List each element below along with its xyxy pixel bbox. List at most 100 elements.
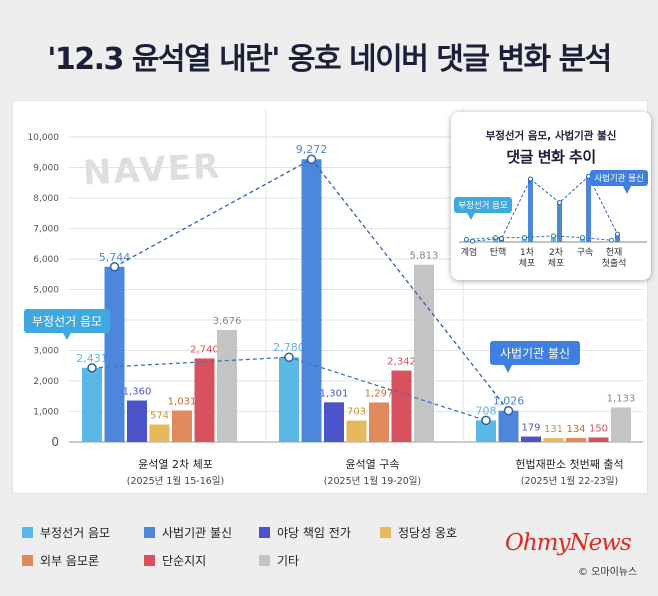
bar-label-1-1: 9,272: [296, 143, 328, 156]
inset-title-line1: 부정선거 음모, 사법기관 불신: [485, 130, 617, 142]
bar-0-0: [82, 367, 102, 442]
legend-label: 기타: [277, 554, 300, 568]
legend-swatch: [22, 555, 33, 566]
inset-bar-b-3: [557, 202, 562, 242]
legend-item-2: 야당 책임 전가: [259, 524, 351, 541]
inset-category-2-0: 1차: [520, 246, 535, 258]
bar-label-5-2: 150: [589, 423, 608, 434]
inset-category-4-0: 구속: [577, 247, 594, 258]
bar-label-4-2: 134: [566, 424, 585, 435]
trend-marker-0-1: [284, 352, 294, 362]
page-title: '12.3 윤석열 내란' 옹호 네이버 댓글 변화 분석: [47, 42, 612, 77]
legend-swatch: [380, 527, 391, 538]
bar-2-0: [127, 400, 147, 442]
legend-item-3: 정당성 옹호: [380, 524, 457, 541]
trend-marker-0-0: [87, 363, 97, 373]
trend-marker-1-0: [109, 262, 120, 272]
legend-item-1: 사법기관 불신: [144, 524, 232, 541]
bar-label-0-0: 2,431: [76, 352, 108, 365]
inset-category-5-0: 헌재: [606, 247, 623, 258]
inset-trend-0: [466, 235, 612, 241]
legend-label: 정당성 옹호: [398, 526, 458, 540]
inset-category-3-0: 2차: [549, 246, 564, 258]
bar-4-0: [172, 410, 192, 442]
legend-swatch: [144, 555, 155, 566]
bar-label-0-1: 2,780: [273, 341, 305, 354]
inset-marker-1-5: [615, 231, 620, 237]
bar-5-0: [194, 358, 215, 442]
bar-5-2: [588, 437, 609, 442]
bar-label-6-2: 1,133: [607, 393, 636, 404]
inset-marker-1-2: [528, 176, 533, 182]
bar-chart: NAVER01,0002,0003,0004,0005,0006,0007,00…: [24, 109, 643, 487]
bar-label-2-0: 1,360: [123, 387, 152, 398]
group-label-0: 윤석열 2차 체포: [138, 458, 213, 471]
bar-2-2: [521, 436, 541, 442]
legend-swatch: [144, 527, 155, 538]
bar-label-2-1: 1,301: [320, 388, 349, 399]
y-tick-label: 3,000: [33, 347, 59, 357]
bar-label-6-1: 5,813: [410, 251, 439, 262]
bar-label-3-0: 574: [150, 410, 169, 421]
bar-4-1: [369, 402, 389, 442]
legend-label: 야당 책임 전가: [277, 526, 351, 540]
inset-callout-b-text: 사법기관 불신: [594, 173, 644, 184]
bar-5-1: [391, 370, 412, 442]
inset-title-line2: 댓글 변화 추이: [506, 148, 596, 166]
inset-bar-a-3: [551, 235, 556, 242]
y-tick-label: 9,000: [33, 164, 59, 174]
bar-label-2-2: 179: [521, 423, 540, 434]
legend-swatch: [22, 527, 33, 538]
inset-marker-1-3: [557, 200, 562, 206]
legend-label: 단순지지: [162, 554, 207, 568]
inset-callout-a-text: 부정선거 음모: [458, 200, 508, 211]
inset-marker-0-4: [580, 235, 585, 241]
bar-6-1: [414, 264, 434, 442]
legend-item-4: 외부 음모론: [22, 552, 99, 569]
bar-label-1-2: 1,026: [493, 395, 525, 408]
inset-marker-1-4: [586, 173, 591, 179]
inset-category-5-1: 첫출석: [602, 258, 627, 269]
bar-label-3-2: 131: [544, 424, 563, 435]
bar-label-0-2: 708: [476, 404, 497, 417]
bar-3-1: [346, 420, 367, 442]
y-tick-label: 10,000: [28, 133, 60, 143]
trend-marker-1-1: [306, 154, 317, 164]
inset-marker-1-1: [499, 236, 504, 241]
inset-category-0-0: 계엄: [461, 246, 478, 258]
legend-label: 사법기관 불신: [162, 526, 233, 540]
y-tick-label: 2,000: [33, 377, 59, 387]
bar-label-3-1: 703: [347, 407, 366, 418]
bar-label-5-0: 2,740: [190, 344, 219, 355]
callout-judiciary-distrust-text: 사법기관 불신: [500, 346, 570, 360]
naver-watermark: NAVER: [82, 146, 222, 193]
y-tick-label: 7,000: [33, 225, 59, 235]
inset-marker-0-2: [522, 235, 527, 241]
legend-label: 부정선거 음모: [40, 526, 111, 540]
bar-3-0: [149, 424, 170, 442]
inset-marker-0-0: [464, 236, 469, 242]
bar-6-0: [217, 329, 237, 442]
legend-item-0: 부정선거 음모: [22, 524, 110, 541]
inset-marker-0-1: [493, 235, 498, 241]
inset-bar-b-4: [586, 176, 591, 242]
bar-label-4-0: 1,031: [168, 397, 197, 408]
group-sublabel-1: (2025년 1월 19-20일): [324, 475, 422, 487]
y-tick-label: 1,000: [33, 408, 59, 418]
inset-bar-b-5: [615, 234, 620, 242]
group-label-2: 헌법재판소 첫번째 출석: [515, 458, 623, 471]
legend-item-6: 기타: [259, 552, 299, 569]
bar-1-0: [104, 266, 125, 442]
inset-marker-0-3: [551, 233, 556, 239]
group-sublabel-2: (2025년 1월 22-23일): [521, 475, 619, 487]
callout-election-fraud-text: 부정선거 음모: [32, 314, 102, 328]
copyright: © 오마이뉴스: [578, 567, 638, 578]
legend-label: 외부 음모론: [40, 554, 100, 568]
y-tick-label: 5,000: [33, 286, 59, 296]
inset-category-3-1: 체포: [548, 258, 565, 269]
y-tick-label: 8,000: [33, 194, 59, 204]
group-sublabel-0: (2025년 1월 15-16일): [127, 475, 225, 487]
bar-label-1-0: 5,744: [99, 251, 131, 264]
inset-category-1-0: 탄핵: [490, 246, 507, 258]
callout-election-fraud: 부정선거 음모: [24, 309, 110, 340]
